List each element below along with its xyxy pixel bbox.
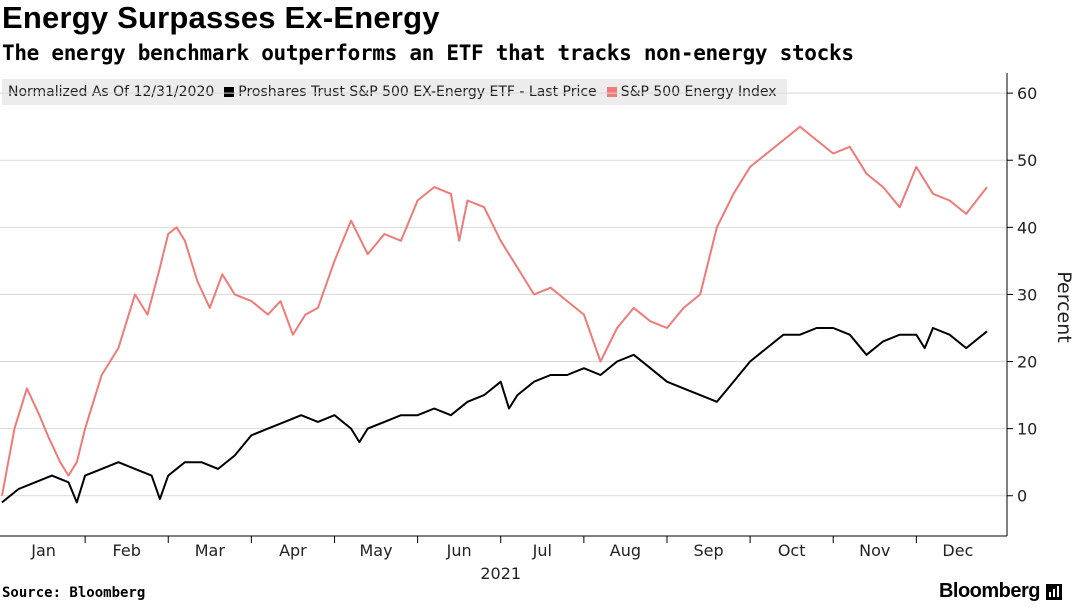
legend-label-energy: S&P 500 Energy Index — [620, 84, 777, 100]
y-axis: 0 10 20 30 40 50 60 Percent — [1006, 73, 1075, 536]
series-line-energy — [1, 125, 988, 496]
x-tick-label-Jan: Jan — [30, 541, 56, 560]
x-tick-label-Feb: Feb — [113, 541, 141, 560]
legend-item-energy: S&P 500 Energy Index — [606, 84, 777, 100]
x-tick-label-Apr: Apr — [279, 541, 307, 560]
legend-swatch-energy — [606, 87, 617, 97]
grid-lines — [0, 92, 1007, 497]
legend: Normalized As Of 12/31/2020 Proshares Tr… — [2, 79, 787, 105]
y-tick-label-50: 50 — [1017, 151, 1037, 170]
y-axis-label: Percent — [1053, 271, 1075, 343]
y-tick-label-0: 0 — [1017, 487, 1027, 506]
x-tick-label-Aug: Aug — [610, 541, 641, 560]
x-tick-label-Sep: Sep — [693, 541, 723, 560]
bloomberg-logo-icon — [1046, 583, 1062, 600]
legend-note: Normalized As Of 12/31/2020 — [8, 84, 215, 100]
x-tick-label-Nov: Nov — [859, 541, 890, 560]
brand-logo: Bloomberg — [939, 580, 1062, 603]
brand-text: Bloomberg — [938, 580, 1041, 602]
legend-swatch-etf — [224, 87, 235, 97]
legend-label-etf: Proshares Trust S&P 500 EX-Energy ETF - … — [238, 84, 597, 100]
y-tick-label-20: 20 — [1017, 353, 1037, 372]
x-tick-label-Jul: Jul — [532, 541, 552, 560]
y-tick-label-60: 60 — [1017, 84, 1037, 103]
y-tick-label-40: 40 — [1017, 218, 1037, 237]
x-tick-label-Jun: Jun — [446, 541, 472, 560]
x-axis-year-label: 2021 — [480, 564, 521, 583]
y-tick-label-30: 30 — [1017, 285, 1037, 304]
x-tick-label-Oct: Oct — [778, 541, 806, 560]
x-axis: Jan Feb Mar Apr May Jun Jul Aug Sep Oct Nov Dec 2021 — [0, 535, 1007, 583]
x-tick-label-Mar: Mar — [195, 541, 226, 560]
chart-subtitle: The energy benchmark outperforms an ETF … — [2, 41, 854, 65]
series-line-etf — [1, 327, 988, 504]
y-tick-label-10: 10 — [1017, 420, 1037, 439]
x-tick-label-Dec: Dec — [942, 541, 973, 560]
source-note: Source: Bloomberg — [2, 585, 146, 601]
legend-item-etf: Proshares Trust S&P 500 EX-Energy ETF - … — [224, 84, 597, 100]
chart-title: Energy Surpasses Ex-Energy — [2, 0, 440, 35]
series-group — [1, 125, 988, 504]
x-tick-label-May: May — [360, 541, 393, 560]
